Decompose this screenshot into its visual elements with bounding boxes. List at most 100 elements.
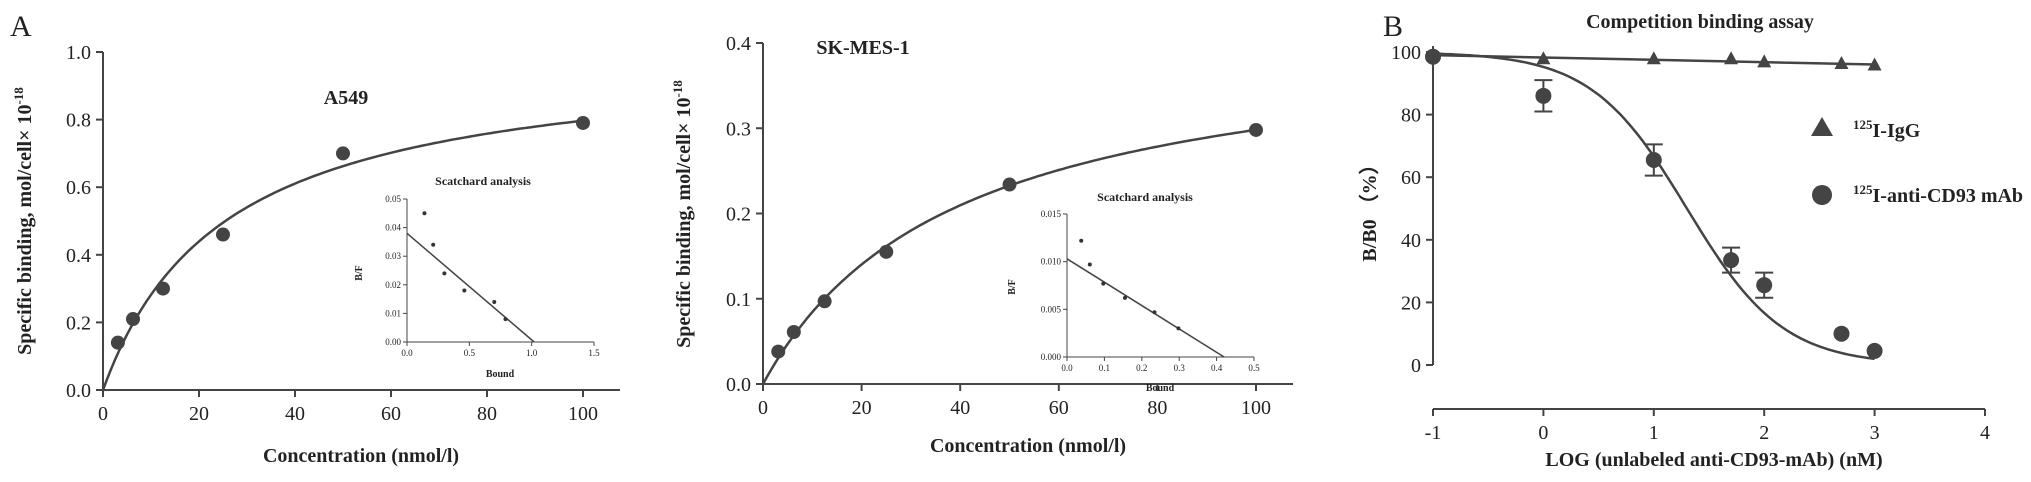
inset-data-point: [1101, 281, 1106, 286]
data-point: [126, 312, 140, 327]
y-ticks: 0.0 0.2 0.4 0.6 0.8 1.0: [66, 42, 103, 402]
x-tick-label: 0: [98, 403, 108, 425]
inset-x-tick-label: 0.1: [1099, 363, 1110, 373]
chart-title: A549: [324, 87, 368, 109]
inset-points: [422, 211, 508, 322]
inset-data-point: [422, 211, 427, 216]
data-point-anti-cd93: [1535, 87, 1552, 104]
y-ticks: 0 20 40 60 80 100: [1391, 42, 1433, 377]
inset-y-tick-label: 0.02: [385, 280, 401, 290]
data-point-igg: [1536, 51, 1551, 65]
inset-y-label: B/F: [1007, 279, 1018, 295]
legend-label-anti-cd93: 125I-anti-CD93 mAb: [1853, 182, 2023, 207]
y-tick-label: 0.1: [726, 289, 751, 311]
inset-data-point: [1176, 326, 1181, 331]
data-point: [336, 146, 350, 161]
data-point: [879, 244, 894, 259]
data-point: [110, 335, 125, 350]
inset-y-tick-label: 0.05: [385, 194, 401, 204]
data-points: [771, 122, 1263, 359]
data-point: [576, 115, 590, 130]
x-tick-label: 100: [568, 403, 598, 425]
inset-data-point: [462, 288, 467, 293]
x-tick-label: 40: [950, 397, 970, 419]
data-points: [110, 115, 590, 350]
x-axis-label: LOG (unlabeled anti-CD93-mAb) (nM): [1545, 449, 1882, 471]
inset-data-point: [1087, 262, 1092, 267]
chart-a549: A549 0 20 40 60 80 100 0.0 0.2 0.4 0.6 0.8 1.0 Con…: [11, 42, 620, 467]
inset-y-tick-label: 0.01: [385, 308, 401, 318]
legend-label-igg-text: I-IgG: [1873, 120, 1921, 142]
inset-data-point: [1122, 295, 1127, 300]
inset-y-tick-label: 0.03: [385, 251, 401, 261]
data-point-igg: [1834, 55, 1849, 69]
legend-triangle-marker: [1811, 117, 1833, 136]
x-ticks: 0 20 40 60 80 100: [758, 384, 1271, 419]
data-point-anti-cd93: [1425, 48, 1441, 65]
x-tick-label: 80: [1147, 397, 1167, 419]
inset-y-ticks: 0.000 0.005 0.010 0.015: [1041, 209, 1067, 362]
y-tick-label: 0: [1411, 355, 1421, 377]
x-tick-label: 60: [381, 403, 401, 425]
data-point: [786, 324, 801, 339]
data-point: [1249, 122, 1263, 137]
y-tick-label: 0.2: [66, 312, 91, 334]
x-tick-label: 20: [852, 397, 872, 419]
y-tick-label: 0.4: [726, 33, 751, 55]
scatchard-inset: Scatchard analysis 0.0 0.1 0.2 0.3 0.4 0.5 0.…: [1007, 190, 1260, 394]
inset-y-tick-label: 0.005: [1041, 304, 1062, 314]
y-tick-label: 20: [1401, 292, 1421, 314]
y-tick-label: 40: [1401, 230, 1421, 252]
chart-competition: Competition binding assay -1 0 1 2 3 4 0 20 40 6…: [1358, 11, 2023, 471]
inset-x-tick-label: 0.4: [1211, 363, 1223, 373]
inset-data-point: [431, 242, 436, 247]
inset-data-point: [492, 299, 497, 304]
y-tick-label: 0.0: [726, 374, 751, 396]
x-tick-label: 40: [285, 403, 305, 425]
y-tick-label: 60: [1401, 167, 1421, 189]
data-point: [817, 294, 832, 309]
scatchard-inset: Scatchard analysis 0.0 0.5 1.0 1.5 0.00 0.01…: [354, 174, 600, 380]
inset-title: Scatchard analysis: [1097, 190, 1193, 204]
inset-x-tick-label: 0.5: [464, 348, 476, 358]
data-points: [1425, 48, 1883, 359]
y-tick-label: 100: [1391, 42, 1421, 64]
inset-x-tick-label: 0.3: [1174, 363, 1186, 373]
y-axis-label-text: Specific binding, mol/cell× 10: [673, 98, 695, 348]
fit-curve: [761, 128, 1257, 385]
legend-label-anti-cd93-sup: 125: [1853, 182, 1873, 197]
inset-x-tick-label: 0.2: [1136, 363, 1147, 373]
inset-x-tick-label: 1.5: [588, 348, 600, 358]
x-tick-label: 4: [1980, 422, 1990, 444]
y-tick-label: 0.0: [66, 380, 91, 402]
inset-x-ticks: 0.0 0.5 1.0 1.5: [401, 342, 600, 358]
y-tick-label: 0.2: [726, 204, 751, 226]
inset-x-label: Bound: [486, 369, 515, 380]
inset-x-tick-label: 1.0: [526, 348, 538, 358]
x-tick-label: 0: [1538, 422, 1548, 444]
y-axis-label-text: Specific binding, mol/cell× 10: [14, 105, 36, 355]
data-point: [216, 227, 230, 242]
inset-y-tick-label: 0.000: [1041, 352, 1062, 362]
chart-title: SK-MES-1: [816, 37, 909, 59]
legend-label-anti-cd93-text: I-anti-CD93 mAb: [1873, 185, 2024, 207]
inset-regression-line: [1066, 258, 1225, 358]
y-tick-label: 0.3: [726, 118, 751, 140]
inset-x-tick-label: 0.0: [1061, 363, 1073, 373]
inset-data-point: [1152, 310, 1157, 315]
data-point-anti-cd93: [1723, 252, 1740, 269]
inset-y-tick-label: 0.00: [385, 337, 401, 347]
chart-sk-mes-1: SK-MES-1 0 20 40 60 80 100 0.0 0.1 0.2 0.3 0.4 Co…: [670, 33, 1293, 457]
x-tick-label: 60: [1049, 397, 1069, 419]
inset-y-ticks: 0.00 0.01 0.02 0.03 0.04 0.05: [385, 194, 407, 347]
chart-title: Competition binding assay: [1586, 11, 1814, 33]
panel-letter-a: A: [10, 10, 32, 43]
x-tick-label: -1: [1425, 422, 1442, 444]
data-point: [156, 281, 170, 296]
inset-data-point: [1079, 238, 1084, 243]
data-point-igg: [1867, 57, 1882, 71]
fit-curve: [101, 119, 584, 391]
data-point: [1002, 177, 1017, 192]
y-axis-label-exponent: -18: [670, 80, 685, 98]
